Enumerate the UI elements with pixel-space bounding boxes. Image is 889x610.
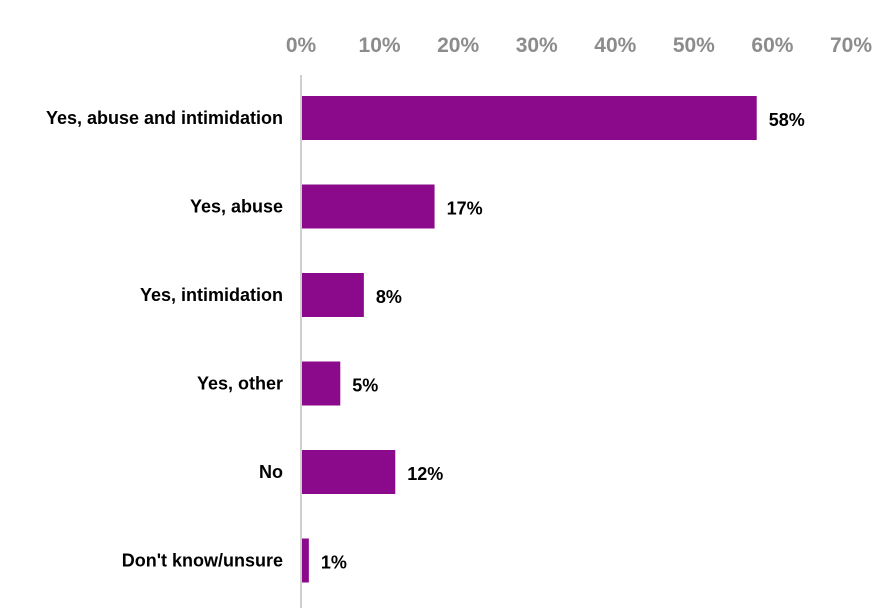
data-label: 5% bbox=[352, 376, 378, 396]
category-label: Yes, other bbox=[197, 374, 283, 394]
category-labels: Yes, abuse and intimidation Yes, abuse Yes… bbox=[46, 108, 283, 571]
x-tick-label: 40% bbox=[594, 34, 636, 57]
bar bbox=[302, 273, 364, 317]
category-label: No bbox=[259, 462, 283, 482]
data-label: 17% bbox=[447, 199, 483, 219]
bar bbox=[302, 184, 435, 229]
category-label: Don't know/unsure bbox=[122, 551, 283, 571]
category-label: Yes, abuse and intimidation bbox=[46, 108, 283, 128]
data-label: 12% bbox=[407, 464, 443, 484]
data-label: 58% bbox=[769, 110, 805, 130]
x-tick-label: 10% bbox=[359, 34, 401, 57]
x-tick-label: 30% bbox=[516, 34, 558, 57]
category-label: Yes, abuse bbox=[190, 197, 283, 217]
x-tick-label: 50% bbox=[673, 34, 715, 57]
category-label: Yes, intimidation bbox=[140, 285, 283, 305]
bar bbox=[302, 450, 396, 494]
data-label: 8% bbox=[376, 287, 402, 307]
bar bbox=[302, 361, 341, 406]
x-axis-ticks: 0% 10% 20% 30% 40% 50% 60% 70% bbox=[286, 34, 873, 57]
bar bbox=[302, 96, 757, 140]
data-label: 1% bbox=[321, 553, 347, 573]
x-tick-label: 20% bbox=[437, 34, 479, 57]
x-tick-label: 0% bbox=[286, 34, 317, 57]
data-labels: 58% 17% 8% 5% 12% 1% bbox=[321, 110, 805, 573]
x-tick-label: 60% bbox=[751, 34, 793, 57]
x-tick-label: 70% bbox=[830, 34, 872, 57]
bars bbox=[302, 96, 757, 583]
bar bbox=[302, 538, 309, 583]
